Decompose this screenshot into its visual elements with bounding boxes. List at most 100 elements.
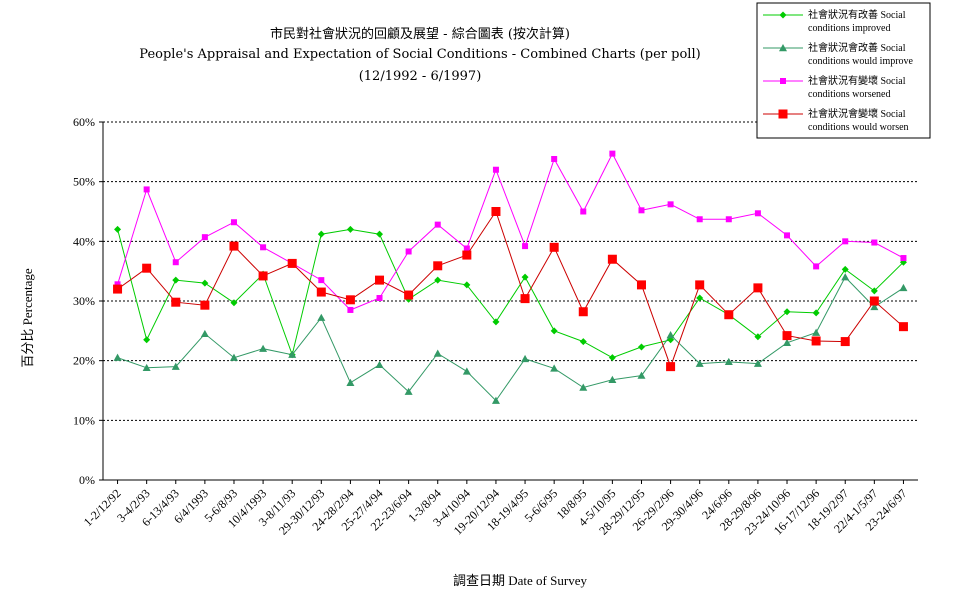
data-point bbox=[434, 276, 442, 284]
data-point bbox=[779, 11, 787, 19]
data-point bbox=[784, 232, 791, 239]
data-point bbox=[812, 309, 820, 317]
data-point bbox=[869, 296, 879, 306]
data-point bbox=[753, 359, 762, 367]
data-point bbox=[259, 344, 268, 352]
legend-label: conditions improved bbox=[808, 23, 891, 34]
data-point bbox=[753, 283, 763, 293]
data-point bbox=[463, 245, 470, 252]
data-point bbox=[404, 290, 414, 300]
data-point bbox=[550, 364, 559, 372]
data-point bbox=[258, 271, 268, 281]
data-point bbox=[696, 294, 704, 302]
data-point bbox=[288, 350, 297, 358]
data-point bbox=[230, 299, 238, 307]
data-point bbox=[260, 244, 267, 251]
data-point bbox=[200, 300, 210, 310]
y-tick-label: 40% bbox=[73, 234, 95, 248]
data-point bbox=[113, 353, 122, 361]
data-point bbox=[433, 349, 442, 357]
series-line bbox=[117, 228, 904, 359]
data-point bbox=[813, 263, 820, 270]
x-tick-label: 5-6/6/95 bbox=[522, 486, 561, 525]
data-point bbox=[404, 387, 413, 395]
data-point bbox=[550, 327, 558, 335]
data-point bbox=[492, 166, 499, 173]
data-point bbox=[143, 186, 150, 193]
data-point bbox=[780, 78, 786, 84]
data-point bbox=[666, 331, 675, 339]
data-point bbox=[783, 338, 792, 346]
series-line bbox=[117, 276, 904, 402]
legend-label: 社會狀況會變壞 Social bbox=[808, 107, 906, 120]
y-tick-label: 0% bbox=[79, 473, 95, 487]
data-point bbox=[200, 329, 209, 338]
data-point bbox=[608, 375, 617, 383]
data-point bbox=[376, 295, 383, 302]
data-point bbox=[900, 255, 907, 262]
data-point bbox=[376, 230, 384, 238]
data-point bbox=[696, 216, 703, 223]
legend-label: 社會狀況有變壞 Social bbox=[808, 74, 906, 87]
x-axis-label: 調查日期 Date of Survey bbox=[453, 573, 587, 588]
data-point bbox=[347, 306, 354, 313]
data-point bbox=[375, 275, 385, 285]
chart-period: (12/1992 - 6/1997) bbox=[359, 69, 482, 84]
data-point bbox=[579, 338, 587, 346]
data-point bbox=[229, 241, 239, 251]
series-line bbox=[117, 152, 904, 311]
y-tick-label: 60% bbox=[73, 115, 95, 129]
legend-item-4: 社會狀況會變壞 Social conditions would worsen bbox=[763, 107, 909, 133]
data-point bbox=[316, 287, 326, 297]
data-point bbox=[898, 322, 908, 332]
data-point bbox=[783, 308, 791, 316]
data-point bbox=[114, 225, 122, 233]
data-point bbox=[201, 279, 209, 287]
data-point bbox=[142, 263, 152, 273]
data-point bbox=[754, 333, 762, 341]
data-point bbox=[172, 276, 180, 284]
data-point bbox=[520, 294, 530, 304]
data-point bbox=[114, 281, 121, 288]
data-point bbox=[346, 378, 355, 386]
legend-item-3: 社會狀況有變壞 Social conditions worsened bbox=[763, 74, 906, 100]
data-point bbox=[636, 280, 646, 290]
legend-label: 社會狀況有改善 Social bbox=[808, 8, 906, 21]
data-point bbox=[578, 307, 588, 317]
data-point bbox=[666, 362, 676, 372]
data-point bbox=[172, 259, 179, 266]
legend-label: conditions worsened bbox=[808, 89, 891, 100]
data-point bbox=[375, 360, 384, 369]
data-point bbox=[142, 363, 151, 372]
legend-item-2: 社會狀況會改善 Social conditions would improve bbox=[763, 41, 914, 67]
data-point bbox=[492, 318, 500, 326]
data-point bbox=[346, 225, 354, 233]
chart-title: 市民對社會狀況的回顧及展望 - 綜合圖表 (按次計算) bbox=[270, 26, 570, 42]
data-point bbox=[171, 297, 181, 307]
data-point bbox=[637, 343, 645, 351]
data-point bbox=[841, 273, 850, 281]
y-axis-label: 百分比 Percentage bbox=[20, 268, 35, 368]
data-point bbox=[579, 383, 588, 391]
data-point bbox=[779, 44, 787, 52]
data-point bbox=[840, 337, 850, 347]
series-3 bbox=[114, 150, 907, 313]
data-point bbox=[724, 310, 734, 320]
series-4 bbox=[113, 207, 908, 372]
data-point bbox=[463, 281, 471, 289]
data-point bbox=[580, 208, 587, 215]
data-point bbox=[318, 277, 325, 284]
data-point bbox=[608, 354, 616, 362]
y-tick-label: 50% bbox=[73, 175, 95, 189]
legend-label: conditions would worsen bbox=[808, 122, 909, 133]
data-point bbox=[433, 261, 443, 271]
data-point bbox=[607, 254, 617, 264]
data-point bbox=[462, 367, 471, 375]
data-point bbox=[841, 265, 849, 273]
y-tick-label: 20% bbox=[73, 354, 95, 368]
data-point bbox=[842, 238, 849, 245]
data-point bbox=[638, 207, 645, 214]
data-point bbox=[522, 243, 529, 250]
legend-label: conditions would improve bbox=[808, 56, 914, 67]
